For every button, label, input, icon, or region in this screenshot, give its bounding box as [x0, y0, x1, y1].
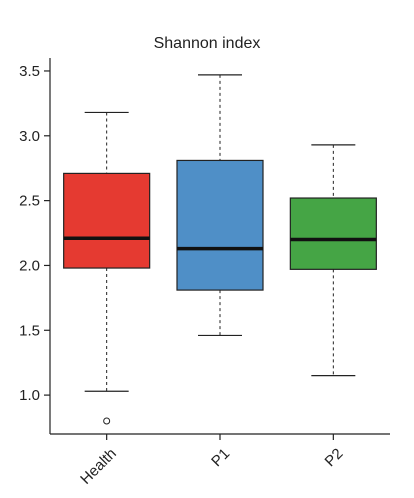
y-tick-label: 1.0: [19, 387, 40, 404]
box-group-p2: [289, 144, 377, 377]
box-iqr: [63, 172, 151, 269]
y-tick-label: 2.0: [19, 257, 40, 274]
box-iqr: [289, 197, 377, 270]
outlier-point: [103, 417, 111, 425]
boxes-layer: [63, 74, 377, 425]
axes: [44, 58, 390, 440]
x-tick-label: P1: [208, 445, 233, 470]
box-group-p1: [176, 74, 264, 337]
y-tick-label: 3.5: [19, 63, 40, 80]
box-group-health: [63, 111, 151, 425]
chart-title: Shannon index: [154, 35, 261, 52]
x-tick-label: Health: [77, 445, 120, 488]
y-tick-label: 1.5: [19, 322, 40, 339]
y-tick-label: 2.5: [19, 193, 40, 210]
y-tick-label: 3.0: [19, 128, 40, 145]
x-tick-label: P2: [322, 445, 347, 470]
box-iqr: [176, 159, 264, 291]
